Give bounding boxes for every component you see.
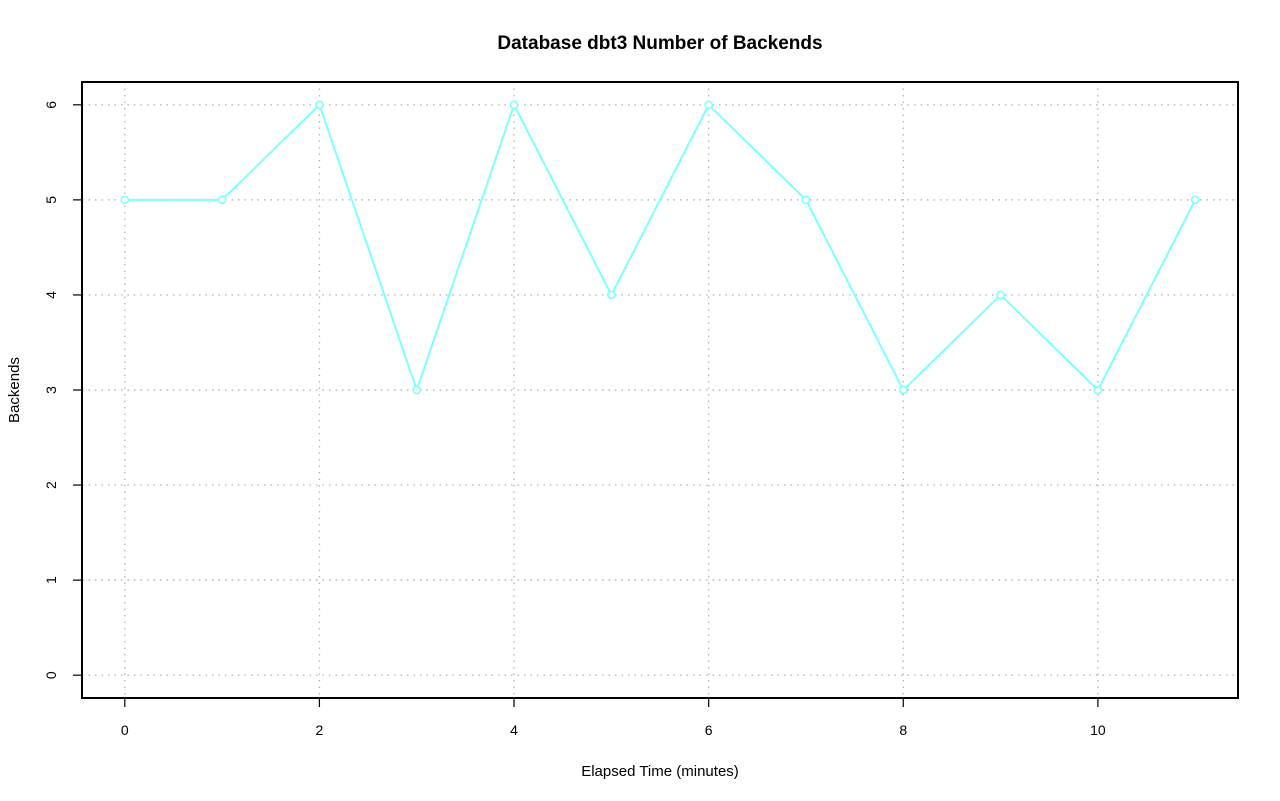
data-point (996, 290, 1005, 300)
data-point (120, 195, 130, 205)
y-tick-label: 1 (43, 576, 59, 584)
x-tick-label: 4 (510, 722, 518, 738)
x-tick-label: 10 (1090, 722, 1106, 738)
grid-lines (82, 82, 1238, 698)
data-point (315, 100, 324, 110)
data-point (412, 385, 422, 395)
y-tick-label: 5 (43, 196, 59, 204)
y-tick-label: 2 (43, 481, 59, 489)
series-layer (120, 100, 1200, 395)
data-point (801, 195, 811, 205)
data-point (1093, 385, 1103, 395)
y-tick-label: 0 (43, 671, 59, 679)
series-line (124, 103, 1197, 391)
y-tick-label: 6 (43, 101, 59, 109)
chart-title: Database dbt3 Number of Backends (497, 33, 822, 54)
data-point (509, 100, 519, 110)
x-axis-label: Elapsed Time (minutes) (581, 763, 739, 780)
data-point (704, 100, 714, 110)
x-tick-label: 8 (899, 722, 907, 738)
y-tick-label: 4 (43, 291, 59, 299)
x-tick-label: 6 (705, 722, 713, 738)
data-point (217, 195, 227, 205)
data-point (606, 290, 616, 300)
data-point (898, 385, 908, 395)
plot-frame (81, 81, 1239, 699)
y-axis-label: Backends (6, 357, 23, 423)
y-axis: 0 1 2 3 4 5 6 (43, 101, 81, 679)
x-axis: 0 2 4 6 8 10 (121, 699, 1106, 738)
x-tick-label: 0 (121, 722, 129, 738)
y-tick-label: 3 (43, 386, 59, 394)
data-point (1190, 195, 1200, 205)
x-tick-label: 2 (316, 722, 324, 738)
